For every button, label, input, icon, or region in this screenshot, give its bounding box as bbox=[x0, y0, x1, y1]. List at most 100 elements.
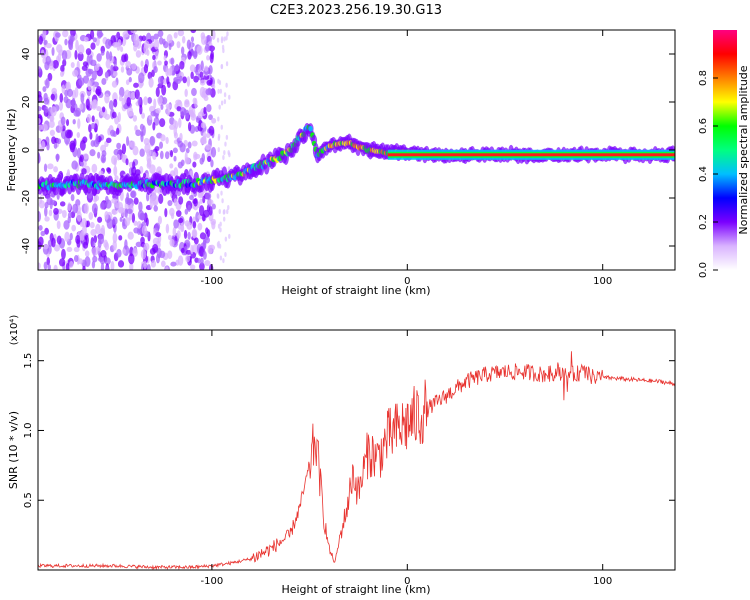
noise-blob bbox=[73, 109, 80, 117]
noise-blob bbox=[184, 220, 190, 227]
noise-blob bbox=[149, 198, 154, 209]
noise-blob bbox=[220, 124, 223, 130]
noise-blob bbox=[217, 240, 220, 246]
noise-blob bbox=[104, 71, 109, 78]
noise-blob bbox=[205, 144, 212, 151]
noise-blob bbox=[207, 155, 212, 163]
noise-blob bbox=[199, 262, 205, 270]
noise-blob bbox=[185, 254, 191, 263]
noise-blob bbox=[160, 260, 166, 268]
noise-blob bbox=[189, 194, 195, 201]
noise-blob bbox=[161, 97, 168, 105]
noise-blob bbox=[105, 59, 111, 69]
noise-blob bbox=[147, 97, 153, 104]
noise-blob bbox=[131, 63, 137, 70]
noise-blob bbox=[138, 201, 143, 212]
noise-blob bbox=[116, 41, 121, 51]
noise-blob bbox=[164, 151, 170, 160]
noise-blob bbox=[90, 228, 97, 236]
noise-blob bbox=[174, 120, 179, 130]
noise-blob bbox=[172, 226, 177, 237]
noise-blob bbox=[218, 104, 221, 110]
noise-blob bbox=[189, 264, 196, 270]
noise-blob bbox=[97, 216, 103, 223]
noise-blob bbox=[143, 260, 147, 270]
noise-blob bbox=[104, 242, 109, 251]
noise-blob bbox=[120, 46, 124, 53]
noise-blob bbox=[177, 30, 185, 37]
noise-blob bbox=[143, 63, 149, 74]
noise-blob bbox=[128, 111, 134, 117]
noise-blob bbox=[167, 234, 172, 241]
noise-blob bbox=[79, 230, 85, 242]
noise-blob bbox=[228, 94, 231, 100]
noise-blob bbox=[225, 35, 228, 41]
noise-blob bbox=[96, 53, 102, 62]
noise-blob bbox=[210, 146, 217, 158]
noise-blob bbox=[147, 263, 151, 270]
noise-blob bbox=[95, 88, 101, 95]
noise-blob bbox=[220, 63, 224, 69]
noise-blob bbox=[227, 150, 230, 156]
noise-blob bbox=[86, 113, 92, 123]
noise-blob bbox=[125, 60, 132, 68]
noise-blob bbox=[63, 220, 70, 230]
noise-blob bbox=[118, 86, 125, 98]
noise-blob bbox=[89, 132, 93, 140]
noise-blob bbox=[153, 205, 158, 212]
noise-blob bbox=[94, 64, 100, 71]
noise-blob bbox=[121, 143, 127, 155]
noise-blob bbox=[152, 54, 156, 61]
noise-blob bbox=[48, 209, 53, 217]
noise-blob bbox=[90, 59, 97, 67]
noise-blob bbox=[95, 133, 99, 144]
noise-blob bbox=[138, 72, 145, 84]
noise-blob bbox=[132, 145, 139, 156]
noise-blob bbox=[112, 232, 118, 244]
noise-blob bbox=[63, 96, 69, 104]
noise-blob bbox=[56, 220, 61, 230]
x-tick-label: 100 bbox=[593, 576, 612, 587]
noise-blob bbox=[223, 99, 227, 105]
noise-blob bbox=[113, 98, 118, 108]
noise-blob bbox=[180, 221, 184, 231]
noise-blob bbox=[66, 169, 71, 178]
noise-blob bbox=[200, 122, 207, 129]
noise-blob bbox=[76, 147, 81, 159]
noise-blob bbox=[110, 260, 115, 270]
noise-blob bbox=[96, 31, 104, 38]
noise-blob bbox=[55, 153, 60, 163]
noise-blob bbox=[38, 137, 42, 145]
noise-blob bbox=[197, 258, 201, 264]
noise-blob bbox=[186, 76, 191, 87]
noise-blob bbox=[116, 153, 121, 161]
noise-blob bbox=[130, 140, 136, 149]
noise-blob bbox=[219, 255, 223, 261]
noise-blob bbox=[152, 243, 159, 253]
noise-blob bbox=[42, 86, 47, 92]
noise-blob bbox=[204, 259, 211, 267]
noise-blob bbox=[199, 71, 204, 78]
noise-blob bbox=[152, 151, 157, 160]
noise-blob bbox=[217, 88, 220, 94]
noise-blob bbox=[45, 55, 51, 65]
noise-blob bbox=[50, 106, 57, 117]
noise-blob bbox=[104, 113, 111, 120]
noise-blob bbox=[154, 184, 161, 193]
noise-blob bbox=[44, 206, 48, 217]
noise-blob bbox=[124, 217, 131, 226]
noise-blob bbox=[105, 199, 112, 209]
noise-blob bbox=[142, 125, 146, 136]
noise-blob bbox=[71, 160, 78, 170]
noise-blob bbox=[71, 224, 76, 232]
colorbar-label: Normalized spectral amplitude bbox=[737, 65, 750, 234]
noise-blob bbox=[43, 92, 48, 102]
noise-blob bbox=[175, 210, 182, 218]
noise-blob bbox=[105, 50, 110, 61]
noise-blob bbox=[91, 70, 97, 81]
noise-blob bbox=[143, 242, 150, 251]
noise-blob bbox=[128, 76, 132, 83]
noise-blob bbox=[47, 264, 51, 270]
noise-blob bbox=[76, 132, 81, 139]
